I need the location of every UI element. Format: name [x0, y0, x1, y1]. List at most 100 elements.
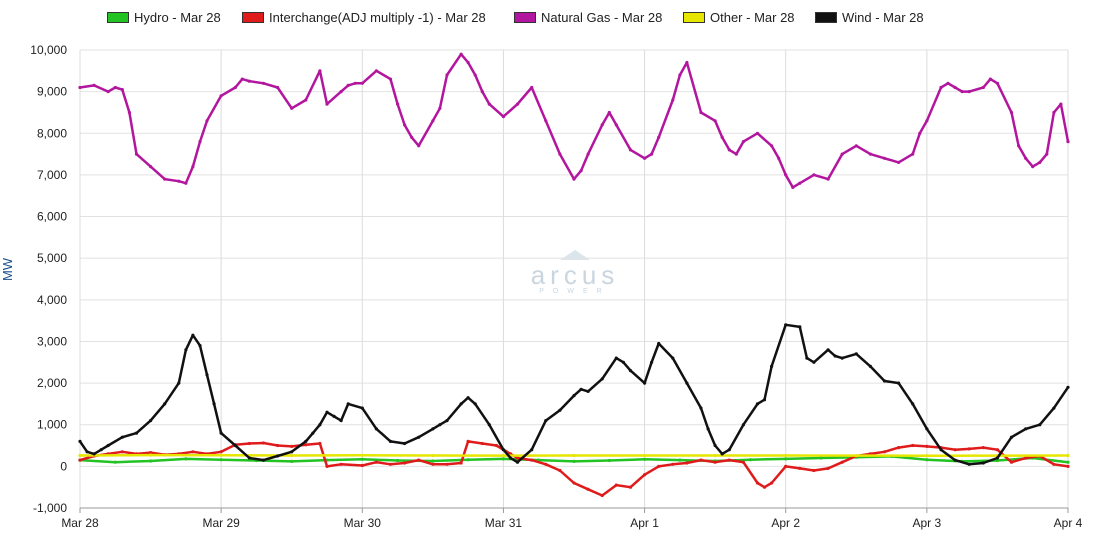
data-point	[671, 356, 675, 360]
data-point	[607, 458, 611, 463]
data-point	[953, 85, 957, 90]
data-point	[685, 381, 689, 385]
data-point	[149, 453, 153, 457]
data-point	[643, 473, 647, 477]
series-lines	[78, 52, 1070, 498]
data-point	[396, 102, 400, 106]
data-point	[318, 441, 322, 446]
data-point	[1066, 140, 1070, 144]
data-point	[290, 453, 294, 458]
data-point	[360, 406, 364, 410]
y-tick-label: 6,000	[37, 210, 67, 224]
data-point	[325, 102, 329, 106]
data-point	[678, 458, 682, 462]
legend-item-interchange[interactable]: Interchange(ADJ multiply -1) - Mar 28	[242, 10, 486, 25]
data-point	[650, 360, 654, 364]
series-1	[78, 439, 1070, 498]
data-point	[657, 341, 661, 346]
data-point	[600, 123, 604, 127]
data-point	[459, 461, 463, 465]
data-point	[558, 152, 562, 156]
data-point	[261, 458, 266, 462]
data-point	[953, 448, 957, 452]
data-point	[205, 119, 209, 123]
data-point	[1009, 460, 1014, 464]
data-point	[953, 458, 957, 462]
data-point	[410, 135, 414, 139]
series-line[interactable]	[79, 440, 1069, 497]
data-point	[501, 115, 505, 119]
data-point	[1024, 456, 1028, 460]
data-point	[304, 443, 308, 447]
data-point	[388, 439, 393, 443]
data-point	[1052, 406, 1056, 410]
data-point	[939, 85, 943, 90]
y-tick-label: 8,000	[37, 126, 67, 140]
data-point	[840, 460, 844, 464]
data-point	[459, 52, 463, 56]
data-point	[473, 402, 477, 406]
data-point	[445, 419, 449, 423]
legend-label-interchange: Interchange(ADJ multiply -1) - Mar 28	[269, 10, 486, 25]
data-point	[311, 431, 315, 435]
legend-item-other[interactable]: Other - Mar 28	[683, 10, 795, 25]
data-point	[466, 439, 470, 443]
data-point	[360, 463, 364, 468]
data-point	[784, 453, 788, 458]
data-point	[826, 177, 830, 181]
y-tick-label: 7,000	[37, 168, 67, 182]
legend-item-hydro[interactable]: Hydro - Mar 28	[107, 10, 221, 25]
data-point	[699, 458, 703, 462]
legend-item-natural-gas[interactable]: Natural Gas - Mar 28	[514, 10, 662, 25]
data-point	[621, 360, 626, 364]
data-point	[988, 77, 993, 81]
data-point	[713, 453, 717, 458]
data-point	[720, 135, 724, 139]
data-point	[290, 106, 294, 110]
data-point	[854, 454, 858, 458]
data-point	[501, 457, 505, 461]
data-point	[840, 152, 844, 156]
data-point	[812, 468, 816, 473]
data-point	[614, 123, 618, 127]
series-line[interactable]	[79, 52, 1070, 189]
data-point	[360, 457, 364, 461]
x-tick-label: Apr 4	[1054, 516, 1083, 530]
data-point	[671, 462, 675, 466]
data-point	[558, 408, 562, 412]
data-point	[586, 152, 590, 156]
data-point	[826, 348, 830, 352]
legend-swatch-natural-gas	[514, 12, 536, 23]
data-point	[466, 60, 470, 65]
data-point	[374, 69, 378, 73]
legend-swatch-other	[683, 12, 705, 23]
data-point	[1066, 460, 1070, 464]
data-point	[1038, 160, 1042, 164]
series-line[interactable]	[78, 323, 1070, 466]
legend-item-wind[interactable]: Wind - Mar 28	[815, 10, 924, 25]
data-point	[515, 456, 520, 460]
data-point	[120, 450, 124, 454]
data-point	[431, 462, 435, 466]
data-point	[995, 81, 1000, 85]
data-point	[1052, 110, 1056, 115]
data-point	[685, 461, 689, 465]
data-point	[276, 454, 280, 458]
data-point	[332, 414, 336, 418]
data-point	[417, 435, 421, 439]
data-point	[325, 410, 329, 414]
data-point	[600, 377, 604, 381]
data-point	[699, 110, 703, 115]
data-point	[374, 460, 378, 464]
data-point	[99, 448, 103, 452]
data-point	[163, 402, 167, 406]
data-point	[177, 179, 181, 183]
data-point	[579, 169, 583, 173]
data-point	[530, 458, 534, 462]
data-point	[544, 419, 548, 423]
data-point	[981, 85, 985, 90]
legend-label-hydro: Hydro - Mar 28	[134, 10, 221, 25]
data-point	[219, 431, 223, 435]
data-point	[1009, 110, 1014, 115]
data-point	[558, 468, 562, 473]
